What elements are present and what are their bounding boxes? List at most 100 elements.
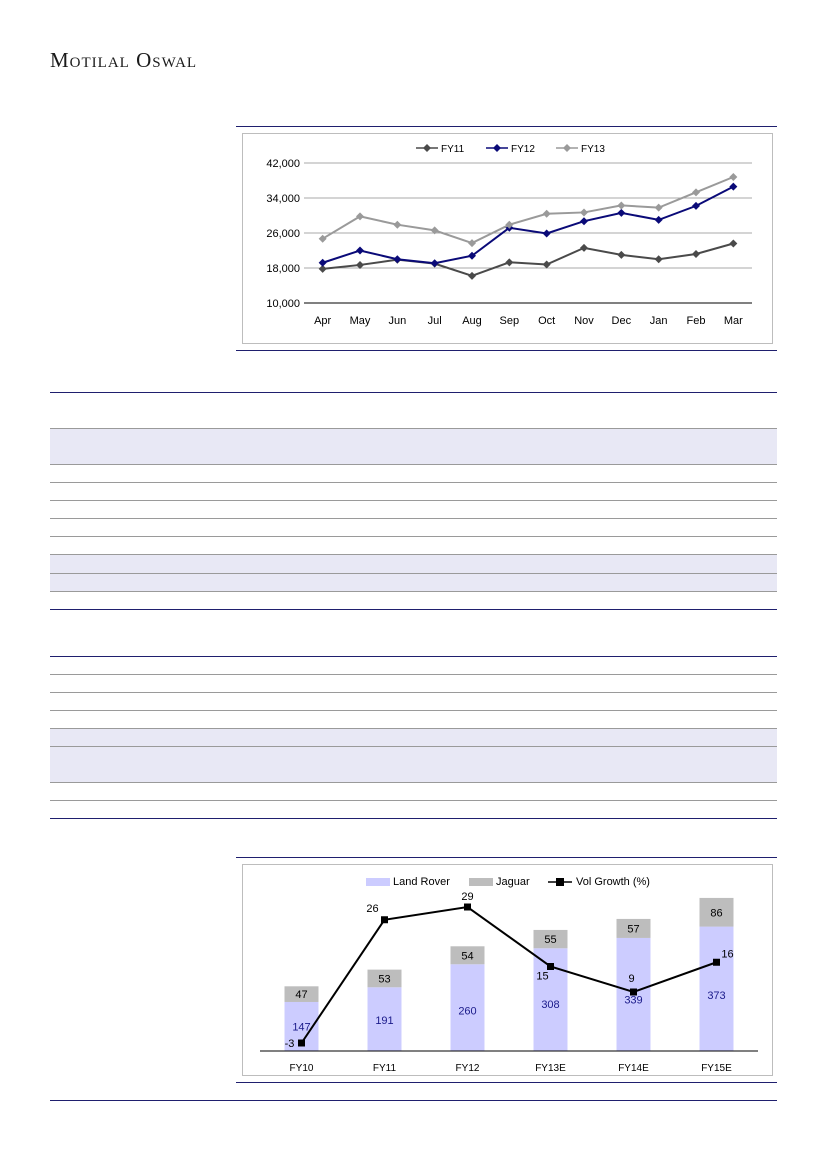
x-tick-label: Mar xyxy=(724,315,743,327)
table-row-rule xyxy=(50,800,777,801)
growth-label: 26 xyxy=(366,903,378,915)
growth-marker xyxy=(381,916,388,924)
data-point xyxy=(654,215,663,224)
table-row-rule xyxy=(50,728,777,729)
growth-label: -3 xyxy=(285,1038,295,1050)
data-label: 308 xyxy=(541,999,559,1011)
legend-label: Jaguar xyxy=(496,876,530,888)
growth-marker xyxy=(298,1039,305,1047)
bar-jaguar xyxy=(284,986,319,1002)
series-line xyxy=(322,242,734,277)
growth-label: 9 xyxy=(628,973,634,985)
legend-marker xyxy=(563,144,571,152)
data-label: 57 xyxy=(627,923,639,935)
data-point xyxy=(580,243,588,252)
x-tick-label: Sep xyxy=(500,315,520,327)
x-tick-label: Jun xyxy=(388,315,406,327)
table-row-rule xyxy=(50,536,777,537)
y-tick-label: 42,000 xyxy=(266,158,300,170)
x-tick-label: FY10 xyxy=(290,1063,314,1074)
monthly-volume-line-chart: 10,000 18,000 26,000 34,000 42,000 Apr May Jun J… xyxy=(266,144,752,327)
growth-label: 29 xyxy=(461,891,473,903)
data-point xyxy=(430,226,439,235)
data-point xyxy=(542,229,551,238)
x-tick-label: FY14E xyxy=(618,1063,649,1074)
chart-plot-border xyxy=(242,864,773,1076)
brand-logo: Motilal Oswal xyxy=(50,48,198,72)
data-point xyxy=(617,250,626,259)
legend-swatch xyxy=(469,878,493,886)
legend-label: Vol Growth (%) xyxy=(576,876,650,888)
x-tick-label: FY13E xyxy=(535,1063,566,1074)
x-tick-label: Oct xyxy=(538,315,555,327)
data-point xyxy=(729,239,738,248)
y-tick-label: 18,000 xyxy=(266,263,300,275)
table-row-rule xyxy=(50,464,777,465)
bar-jaguar xyxy=(616,918,651,938)
x-tick-label: Feb xyxy=(687,315,706,327)
jlr-volume-chart: Land Rover Jaguar Vol Growth (%) 147 47 FY10 1… xyxy=(236,857,777,1083)
legend-marker xyxy=(556,878,564,886)
bar-land-rover xyxy=(450,964,485,1051)
series-line xyxy=(322,185,734,265)
data-point xyxy=(654,203,663,212)
legend-swatch xyxy=(366,878,390,886)
data-label: 54 xyxy=(461,950,473,962)
data-point xyxy=(729,173,738,181)
growth-marker xyxy=(547,963,554,970)
bar-jaguar xyxy=(699,897,734,927)
x-tick-label: FY12 xyxy=(456,1063,480,1074)
legend-label: FY12 xyxy=(511,144,535,155)
data-point xyxy=(542,209,551,218)
data-point xyxy=(393,255,402,264)
data-point xyxy=(654,255,663,264)
x-tick-label: May xyxy=(350,315,371,327)
x-tick-label: Nov xyxy=(574,315,594,327)
bar-land-rover xyxy=(699,926,734,1051)
table-row-rule xyxy=(50,573,777,574)
data-label: 55 xyxy=(544,934,556,946)
table-row-rule xyxy=(50,482,777,483)
data-point xyxy=(617,201,626,210)
bar-jaguar xyxy=(450,946,485,965)
data-label: 147 xyxy=(292,1021,310,1033)
growth-marker xyxy=(713,958,720,966)
data-point xyxy=(356,212,364,221)
x-tick-label: FY15E xyxy=(701,1063,732,1074)
data-label: 339 xyxy=(624,995,642,1007)
table-row-rule xyxy=(50,674,777,675)
series-line xyxy=(322,176,734,245)
page-footer-rule xyxy=(50,1100,777,1101)
data-label: 373 xyxy=(707,990,725,1002)
data-point xyxy=(318,264,327,273)
jlr-volume-bar-chart: Land Rover Jaguar Vol Growth (%) 147 47 FY10 1… xyxy=(260,876,758,1074)
data-point xyxy=(580,217,588,226)
table-row-rule xyxy=(50,710,777,711)
data-label: 191 xyxy=(375,1015,393,1027)
y-tick-label: 26,000 xyxy=(266,228,300,240)
table-row-rule xyxy=(50,782,777,783)
data-point xyxy=(505,220,514,229)
table-row-rule xyxy=(50,554,777,555)
data-label: 53 xyxy=(378,973,390,985)
data-point xyxy=(692,188,700,197)
growth-label: 15 xyxy=(536,971,548,983)
bar-land-rover xyxy=(367,987,402,1051)
x-tick-label: FY11 xyxy=(373,1063,397,1074)
data-point xyxy=(318,234,327,243)
x-tick-label: Dec xyxy=(612,315,632,327)
data-point xyxy=(430,259,439,268)
legend-marker xyxy=(423,144,431,152)
growth-marker xyxy=(630,988,637,996)
legend-label: FY13 xyxy=(581,144,605,155)
data-point xyxy=(505,258,514,267)
data-label: 260 xyxy=(458,1006,476,1018)
data-point xyxy=(692,201,700,210)
x-tick-label: Jan xyxy=(650,315,668,327)
y-tick-label: 10,000 xyxy=(266,298,300,310)
x-tick-label: Aug xyxy=(462,315,482,327)
data-point xyxy=(580,208,588,217)
table-section-rule xyxy=(50,609,777,610)
data-point xyxy=(617,208,626,217)
x-tick-label: Jul xyxy=(428,315,442,327)
